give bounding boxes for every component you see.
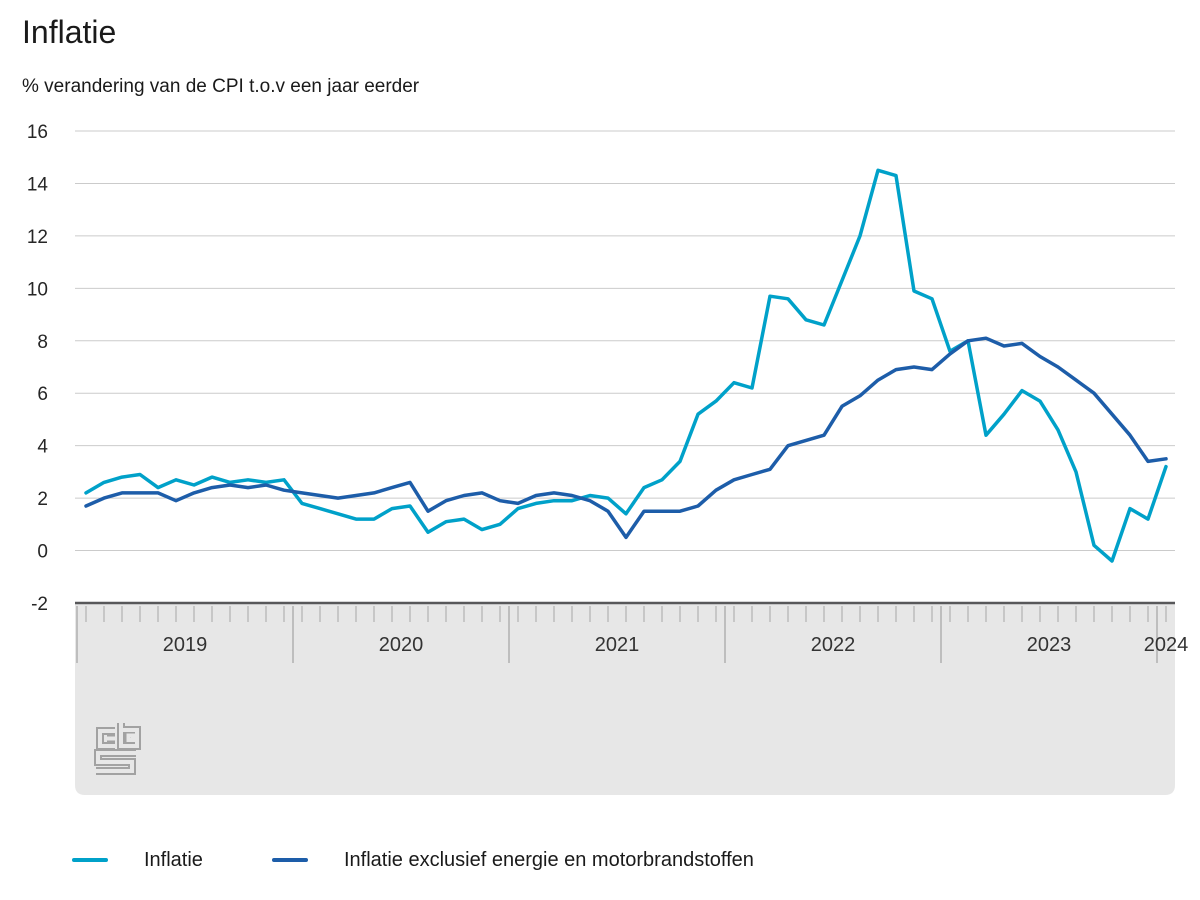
cbs-logo-icon <box>94 723 141 775</box>
year-label: 2023 <box>1027 634 1072 656</box>
legend-label-inflatie: Inflatie <box>144 848 203 871</box>
legend-item-kerninflatie[interactable]: Inflatie exclusief energie en motorbrand… <box>272 845 754 875</box>
year-label: 2024 <box>1144 634 1189 656</box>
axis-footer-band <box>75 604 1175 795</box>
year-label: 2020 <box>379 634 424 656</box>
year-label: 2022 <box>811 634 856 656</box>
chart-legend: Inflatie Inflatie exclusief energie en m… <box>0 845 1200 875</box>
kerninflatie-line-swatch <box>272 857 308 863</box>
y-axis-tick-label: 4 <box>37 437 48 458</box>
legend-item-inflatie[interactable]: Inflatie <box>72 845 203 875</box>
y-axis-tick-label: 0 <box>37 542 48 563</box>
y-axis-tick-label: 6 <box>37 384 48 405</box>
page-title: Inflatie <box>22 14 117 50</box>
series-line-inflatie <box>84 168 1168 563</box>
y-axis-tick-label: 12 <box>27 227 48 248</box>
y-axis-tick-label: 14 <box>27 174 49 195</box>
chart-subtitle: % verandering van de CPI t.o.v een jaar … <box>22 76 420 97</box>
series-line-kerninflatie <box>84 336 1168 540</box>
y-axis-tick-label: 16 <box>27 122 48 143</box>
y-axis-tick-label: 8 <box>37 332 48 353</box>
year-label: 2021 <box>595 634 640 656</box>
inflation-line-chart: 2019 2020 2021 2022 2023 2024 16 14 12 10 8 6 4 2 0 -2 <box>27 122 1189 795</box>
y-axis-tick-label: 10 <box>27 279 48 300</box>
legend-label-kerninflatie: Inflatie exclusief energie en motorbrand… <box>344 848 754 871</box>
y-axis-tick-label: 2 <box>37 489 48 510</box>
year-label: 2019 <box>163 634 208 656</box>
y-axis-tick-label: -2 <box>31 594 48 615</box>
inflatie-line-swatch <box>72 857 108 863</box>
